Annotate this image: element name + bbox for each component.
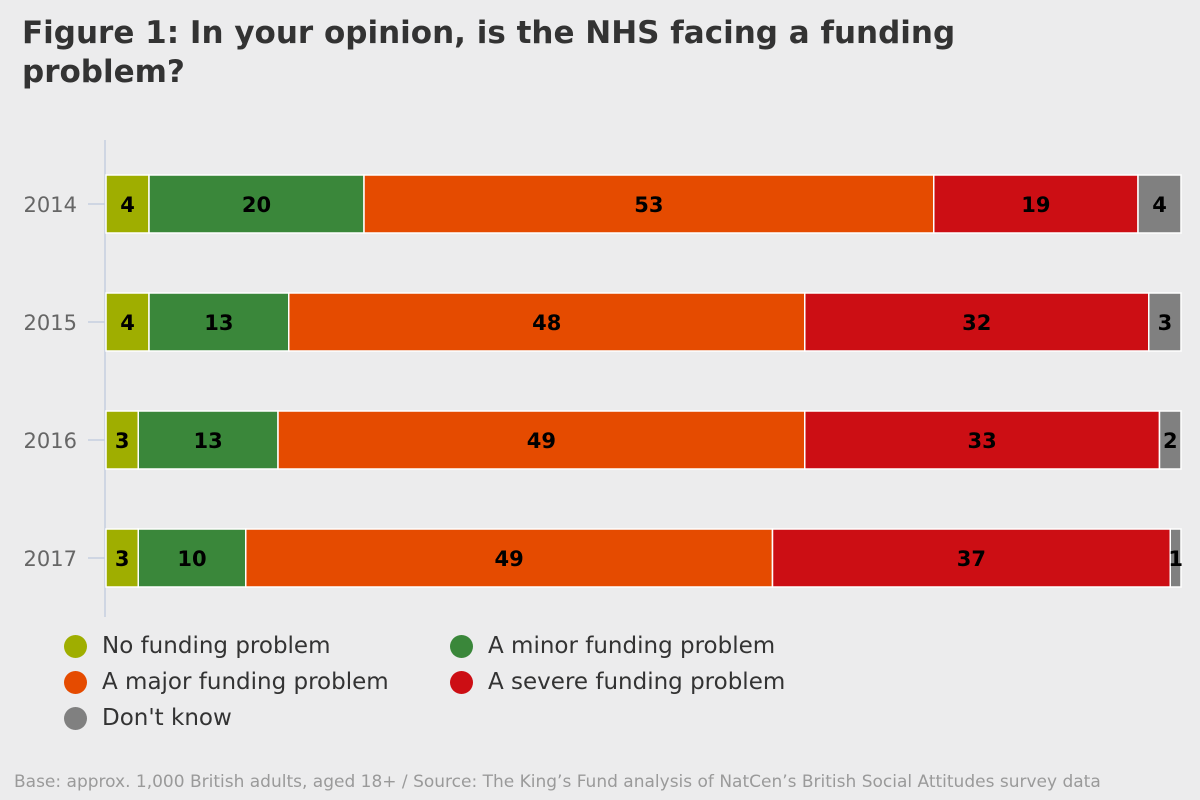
data-label-2016-a-minor-funding-problem: 13 [194, 429, 223, 453]
bar-2017-don-t-know[interactable] [1169, 528, 1182, 588]
legend-label: Don't know [102, 705, 232, 731]
bar-2014-no-funding-problem[interactable] [105, 174, 150, 234]
bar-2016-a-major-funding-problem[interactable] [277, 410, 806, 470]
data-label-2017-a-severe-funding-problem: 37 [957, 547, 986, 571]
legend-swatch [64, 670, 87, 694]
y-tick-label-2014: 2014 [24, 193, 77, 217]
legend-item-severe-funding-problem[interactable]: A severe funding problem [450, 664, 870, 700]
legend-item-no-funding-problem[interactable]: No funding problem [64, 628, 450, 664]
legend-label: A minor funding problem [488, 633, 776, 659]
legend-item-major-funding-problem[interactable]: A major funding problem [64, 664, 450, 700]
bar-2015-a-major-funding-problem[interactable] [288, 292, 806, 352]
legend-swatch [450, 670, 473, 694]
data-label-2017-a-minor-funding-problem: 10 [177, 547, 206, 571]
bar-2015-a-minor-funding-problem[interactable] [148, 292, 290, 352]
data-label-2015-a-minor-funding-problem: 13 [204, 311, 233, 335]
bar-2016-no-funding-problem[interactable] [105, 410, 139, 470]
chart-title: Figure 1: In your opinion, is the NHS fa… [22, 15, 956, 90]
legend-swatch [64, 706, 87, 730]
legend-label: A major funding problem [102, 669, 389, 695]
legend-item-minor-funding-problem[interactable]: A minor funding problem [450, 628, 870, 664]
data-label-2015-don-t-know: 3 [1158, 311, 1173, 335]
chart-legend: No funding problem A minor funding probl… [64, 628, 884, 736]
legend-label: No funding problem [102, 633, 331, 659]
data-label-2017-a-major-funding-problem: 49 [495, 547, 524, 571]
legend-swatch [64, 634, 87, 658]
y-tick-label-2016: 2016 [24, 429, 77, 453]
data-label-2015-no-funding-problem: 4 [120, 311, 135, 335]
bar-2015-no-funding-problem[interactable] [105, 292, 150, 352]
data-label-2016-no-funding-problem: 3 [115, 429, 130, 453]
bar-2016-don-t-know[interactable] [1158, 410, 1182, 470]
bar-2017-a-severe-funding-problem[interactable] [771, 528, 1171, 588]
y-tick-label-2015: 2015 [24, 311, 77, 335]
source-note: Base: approx. 1,000 British adults, aged… [14, 772, 1101, 792]
y-tick-label-2017: 2017 [24, 547, 77, 571]
legend-swatch [450, 634, 473, 658]
bar-2015-don-t-know[interactable] [1148, 292, 1182, 352]
data-label-2016-a-major-funding-problem: 49 [527, 429, 556, 453]
bar-2014-don-t-know[interactable] [1137, 174, 1182, 234]
data-label-2017-no-funding-problem: 3 [115, 547, 130, 571]
bar-2017-no-funding-problem[interactable] [105, 528, 139, 588]
bar-2014-a-minor-funding-problem[interactable] [148, 174, 365, 234]
data-label-2017-don-t-know: 1 [1168, 547, 1183, 571]
data-label-2014-a-major-funding-problem: 53 [634, 193, 663, 217]
legend-label: A severe funding problem [488, 669, 786, 695]
data-label-2014-a-minor-funding-problem: 20 [242, 193, 271, 217]
data-label-2016-don-t-know: 2 [1163, 429, 1178, 453]
data-label-2015-a-severe-funding-problem: 32 [962, 311, 991, 335]
bar-2016-a-minor-funding-problem[interactable] [137, 410, 279, 470]
bar-2016-a-severe-funding-problem[interactable] [804, 410, 1161, 470]
bar-2017-a-minor-funding-problem[interactable] [137, 528, 247, 588]
bar-2015-a-severe-funding-problem[interactable] [804, 292, 1150, 352]
bar-2017-a-major-funding-problem[interactable] [245, 528, 774, 588]
data-label-2014-no-funding-problem: 4 [120, 193, 135, 217]
data-label-2014-don-t-know: 4 [1152, 193, 1167, 217]
legend-item-dont-know[interactable]: Don't know [64, 700, 450, 736]
data-label-2015-a-major-funding-problem: 48 [532, 311, 561, 335]
data-label-2016-a-severe-funding-problem: 33 [968, 429, 997, 453]
data-label-2014-a-severe-funding-problem: 19 [1021, 193, 1050, 217]
